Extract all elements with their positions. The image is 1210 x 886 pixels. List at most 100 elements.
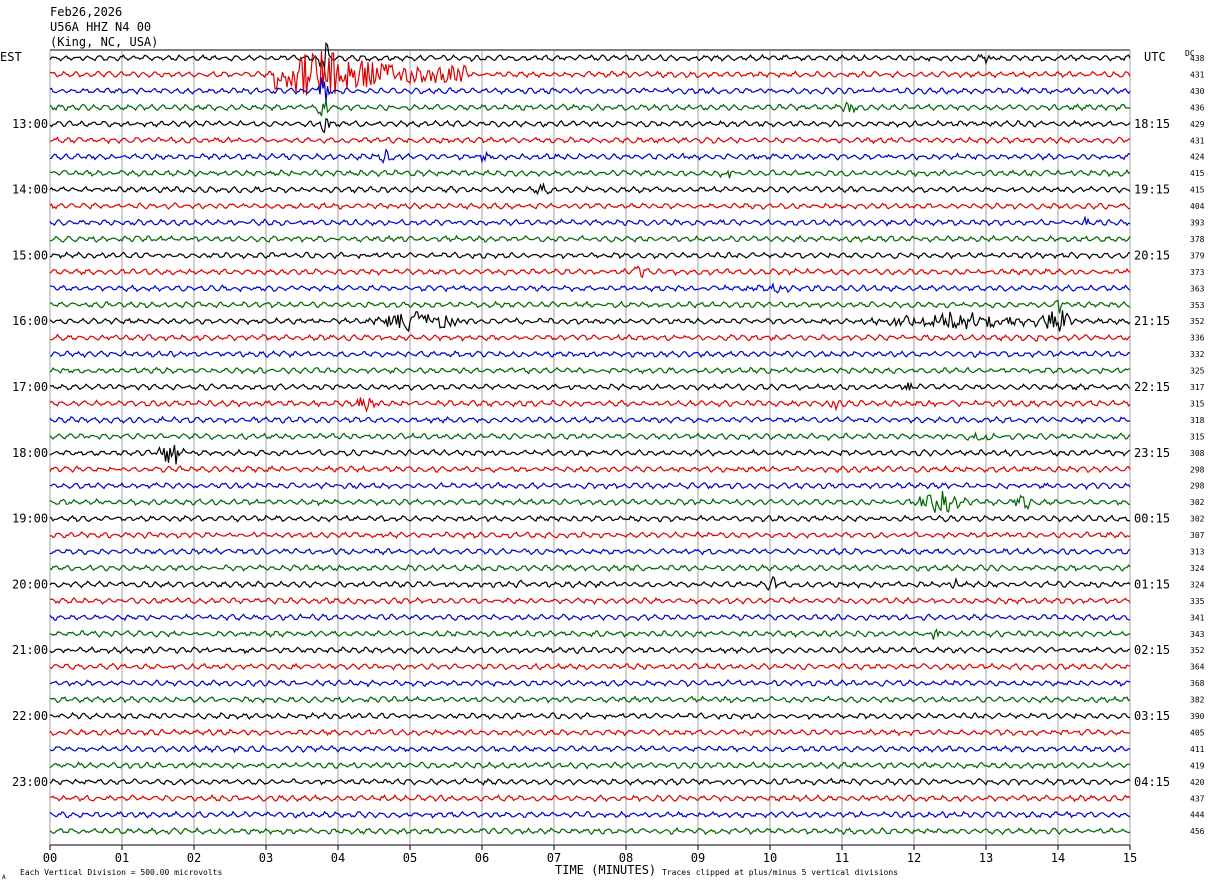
trace-line (49, 761, 1131, 770)
trace-line (49, 77, 1131, 102)
trace-line (49, 481, 1131, 491)
trace-line (49, 431, 1131, 442)
trace-line (49, 117, 1131, 134)
dc-offset-label: 438 (1190, 54, 1205, 63)
trace-line (49, 514, 1131, 523)
dc-offset-label: 343 (1190, 630, 1205, 639)
trace-line (49, 281, 1131, 294)
trace-line (49, 202, 1131, 211)
dc-offset-label: 404 (1190, 202, 1205, 211)
est-hour-label: 21:00 (12, 643, 48, 657)
trace-line (49, 826, 1131, 836)
trace-line (49, 41, 1131, 69)
scale-note: Each Vertical Division = 500.00 microvol… (20, 868, 222, 877)
utc-hour-label: 03:15 (1134, 709, 1170, 723)
trace-line (49, 50, 1131, 96)
time-grid (49, 49, 1131, 850)
dc-offset-label: 332 (1190, 350, 1205, 359)
header-station: U56A HHZ N4 00 (50, 20, 151, 34)
dc-offset-label: 336 (1190, 334, 1205, 343)
dc-offset-label: 324 (1190, 564, 1205, 573)
est-hour-label: 15:00 (12, 248, 48, 262)
right-timezone-label: UTC (1144, 50, 1166, 64)
dc-offset-label: 308 (1190, 449, 1205, 458)
trace-line (49, 728, 1131, 737)
dc-offset-label: 353 (1190, 301, 1205, 310)
trace-line (49, 299, 1131, 314)
x-tick-label: 05 (403, 851, 417, 865)
header-location: (King, NC, USA) (50, 35, 158, 49)
dc-offset-header: DC (1185, 49, 1195, 58)
trace-line (49, 794, 1131, 803)
trace-line (49, 490, 1131, 513)
dc-offset-label: 315 (1190, 432, 1205, 441)
trace-line (49, 265, 1131, 279)
dc-offset-label: 437 (1190, 794, 1205, 803)
x-tick-label: 13 (979, 851, 993, 865)
x-tick-label: 07 (547, 851, 561, 865)
x-tick-label: 03 (259, 851, 273, 865)
x-tick-label: 00 (43, 851, 57, 865)
x-tick-label: 15 (1123, 851, 1137, 865)
x-tick-label: 10 (763, 851, 777, 865)
trace-line (49, 465, 1131, 474)
est-hour-label: 18:00 (12, 446, 48, 460)
dc-offset-label: 373 (1190, 268, 1205, 277)
trace-line (49, 575, 1131, 591)
dc-offset-label: 419 (1190, 761, 1205, 770)
dc-offset-label: 444 (1190, 811, 1205, 820)
dc-offset-label: 456 (1190, 827, 1205, 836)
dc-offset-label: 436 (1190, 103, 1205, 112)
dc-offset-label: 415 (1190, 169, 1205, 178)
x-tick-label: 01 (115, 851, 129, 865)
dc-offset-label: 302 (1190, 515, 1205, 524)
est-hour-label: 20:00 (12, 577, 48, 591)
est-hour-label: 23:00 (12, 775, 48, 789)
trace-line (49, 563, 1131, 572)
axis-labels: 00 01 02 03 04 05 06 07 08 09 10 11 12 13 14 15 438 431 43… (12, 54, 1205, 865)
trace-line (49, 333, 1131, 342)
dc-offset-label: 368 (1190, 679, 1205, 688)
trace-line (49, 596, 1131, 605)
utc-hour-label: 23:15 (1134, 446, 1170, 460)
dc-offset-label: 411 (1190, 745, 1205, 754)
dc-offset-label: 393 (1190, 219, 1205, 228)
trace-line (49, 136, 1131, 145)
trace-line (49, 531, 1131, 540)
dc-offset-label: 335 (1190, 597, 1205, 606)
dc-offset-label: 431 (1190, 70, 1205, 79)
corner-mark: A (2, 874, 6, 881)
dc-offset-label: 424 (1190, 153, 1205, 162)
x-tick-label: 09 (691, 851, 705, 865)
utc-hour-label: 19:15 (1134, 183, 1170, 197)
trace-line (49, 381, 1131, 391)
dc-offset-label: 352 (1190, 317, 1205, 326)
trace-line (49, 662, 1131, 671)
trace-line (49, 310, 1131, 333)
dc-offset-label: 302 (1190, 498, 1205, 507)
x-axis-title: TIME (MINUTES) (555, 863, 656, 877)
est-hour-label: 22:00 (12, 709, 48, 723)
dc-offset-label: 431 (1190, 136, 1205, 145)
trace-line (49, 627, 1131, 640)
est-hour-label: 13:00 (12, 117, 48, 131)
x-tick-label: 02 (187, 851, 201, 865)
utc-hour-label: 20:15 (1134, 248, 1170, 262)
seismic-traces (49, 41, 1131, 836)
x-tick-label: 06 (475, 851, 489, 865)
x-tick-label: 04 (331, 851, 345, 865)
dc-offset-label: 318 (1190, 416, 1205, 425)
dc-offset-label: 364 (1190, 663, 1205, 672)
utc-hour-label: 18:15 (1134, 117, 1170, 131)
clip-note: Traces clipped at plus/minus 5 vertical … (662, 868, 898, 877)
dc-offset-label: 379 (1190, 251, 1205, 260)
utc-hour-label: 00:15 (1134, 512, 1170, 526)
utc-hour-label: 04:15 (1134, 775, 1170, 789)
utc-hour-label: 22:15 (1134, 380, 1170, 394)
trace-line (49, 168, 1131, 179)
est-hour-label: 19:00 (12, 512, 48, 526)
trace-line (49, 777, 1131, 787)
dc-offset-label: 313 (1190, 548, 1205, 557)
trace-line (49, 100, 1131, 117)
dc-offset-label: 317 (1190, 383, 1205, 392)
